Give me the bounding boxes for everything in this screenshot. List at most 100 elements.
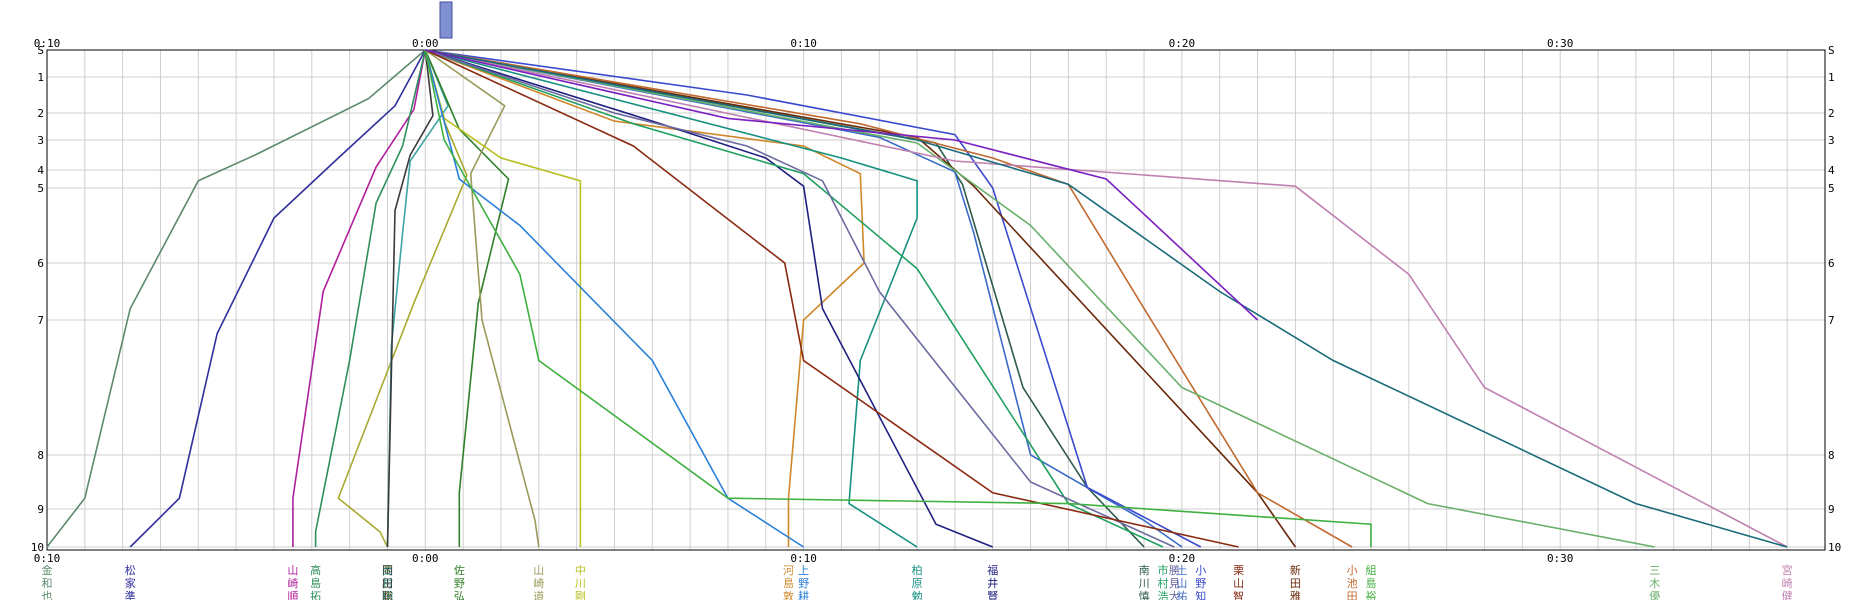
runner-label-char: 慎 <box>1139 589 1150 600</box>
start-badge-box <box>439 1 453 39</box>
runner-labels: 金和也松家準山崎順高島拓中川宗西村翔岡田聡佐野弘山崎道中川剛河島敦上野耕柏原勉福… <box>42 563 1793 600</box>
series-line-3 <box>314 49 427 547</box>
runner-label-char: 剛 <box>575 590 586 600</box>
runner-label-char: 裕 <box>1366 590 1377 600</box>
series-line-23 <box>425 49 1655 548</box>
series-line-21 <box>425 49 1353 548</box>
runner-label-char: 浩 <box>1157 590 1168 600</box>
runner-label-char: 田 <box>382 577 393 590</box>
runner-label-char: 土 <box>1176 564 1187 577</box>
runner-label-char: 聡 <box>382 589 393 600</box>
runner-label-char: 祐 <box>1176 590 1187 600</box>
y-tick-label-right: 4 <box>1828 164 1835 177</box>
plot-frame <box>46 49 1826 551</box>
series-line-1 <box>129 49 427 548</box>
runner-label-char: 山 <box>1176 577 1187 590</box>
runner-label-char: 智 <box>1233 589 1244 600</box>
runner-label-char: 河 <box>783 564 794 577</box>
runner-label-char: 川 <box>382 577 393 590</box>
axis-ticks: 0:10 0:10 0:00 0:00 0:10 0:10 0:20 0:20 0:30 0:30… <box>31 37 1842 565</box>
y-tick-label-right: 7 <box>1828 314 1835 327</box>
series-line-4 <box>337 49 468 548</box>
runner-label-char: 田 <box>1290 577 1301 590</box>
x-tick-label-top: 0:30 <box>1547 37 1574 50</box>
y-tick-label-left: 5 <box>37 182 44 195</box>
x-tick-label-top: 0:20 <box>1169 37 1196 50</box>
runner-label-char: 崎 <box>1782 576 1793 590</box>
runner-label-char: 健 <box>1782 590 1793 600</box>
series-line-18 <box>425 49 1202 548</box>
series-line-19 <box>424 49 1239 548</box>
runner-label-char: 山 <box>287 564 298 577</box>
y-tick-label-right: 8 <box>1828 449 1835 462</box>
runner-label-char: 上 <box>798 564 809 577</box>
runner-label-char: 福 <box>987 563 998 577</box>
runner-label-char: 中 <box>382 564 393 577</box>
runner-label-char: 池 <box>1347 577 1358 590</box>
runner-label-char: 田 <box>1347 590 1358 600</box>
runner-label-char: 村 <box>382 576 393 590</box>
series-line-17 <box>425 49 1175 548</box>
series-line-22 <box>424 49 1372 547</box>
runner-label-char: 宗 <box>382 589 393 600</box>
runner-label-char: 島 <box>310 576 321 590</box>
y-tick-label-right: 5 <box>1828 182 1835 195</box>
runner-label-char: 井 <box>987 576 998 590</box>
runner-label-char: 松 <box>125 563 136 577</box>
y-tick-label-left: 6 <box>37 257 44 270</box>
series-line-12 <box>425 49 918 548</box>
series-line-15 <box>425 49 1183 548</box>
series-line-10 <box>425 49 865 547</box>
runner-label-char: 知 <box>1195 589 1206 600</box>
series-line-2 <box>292 49 427 547</box>
x-tick-label-bottom: 0:10 <box>34 552 61 565</box>
x-tick-label-top: 0:00 <box>412 37 439 50</box>
y-tick-label-right: 10 <box>1828 541 1841 554</box>
series-line-6 <box>386 49 434 548</box>
series-line-25 <box>425 49 1788 548</box>
runner-label-char: 村 <box>1157 576 1168 590</box>
runner-label-char: 新 <box>1290 563 1301 577</box>
runner-label-char: 高 <box>310 563 321 577</box>
runner-label-char: 三 <box>1649 564 1660 577</box>
series-line-7 <box>424 49 510 547</box>
runner-label-char: 小 <box>1347 564 1358 577</box>
runner-label-char: 崎 <box>533 576 544 590</box>
runner-label-char: 佐 <box>454 563 465 577</box>
y-tick-label-left: 3 <box>37 134 44 147</box>
x-tick-label-bottom: 0:30 <box>1547 552 1574 565</box>
series-line-9 <box>424 49 582 547</box>
series-line-24 <box>425 49 1788 548</box>
y-tick-label-right: S <box>1828 44 1835 57</box>
runner-label-char: 雅 <box>1290 589 1301 600</box>
series-line-16 <box>425 49 1164 548</box>
runner-label-char: 川 <box>1139 577 1150 590</box>
runner-label-char: 小 <box>1195 564 1206 577</box>
runner-label-char: 組 <box>1366 564 1377 577</box>
runner-label-char: 木 <box>1649 577 1660 590</box>
runner-label-char: 勉 <box>912 589 923 600</box>
y-tick-label-right: 1 <box>1828 71 1835 84</box>
runner-label-char: 原 <box>912 577 923 590</box>
runner-label-char: 金 <box>42 563 53 577</box>
runner-label-char: 山 <box>1233 577 1244 590</box>
y-tick-label-left: S <box>37 44 44 57</box>
runner-label-char: 和 <box>42 577 53 590</box>
runner-label-char: 川 <box>575 577 586 590</box>
x-tick-label-bottom: 0:00 <box>412 552 439 565</box>
series-line-13 <box>425 49 993 548</box>
runner-label-char: 市 <box>1157 563 1168 577</box>
runner-label-char: 順 <box>287 590 298 600</box>
runner-label-char: 南 <box>1139 564 1150 577</box>
runner-label-char: 勝 <box>1169 563 1180 577</box>
runner-label-char: 宮 <box>1782 563 1793 577</box>
series-line-20 <box>425 49 1297 548</box>
y-tick-label-left: 1 <box>37 71 44 84</box>
runner-label-char: 大 <box>1169 589 1180 600</box>
runner-label-char: 栗 <box>1233 564 1244 577</box>
y-tick-label-right: 2 <box>1828 107 1835 120</box>
runner-label-char: 耕 <box>798 589 809 600</box>
y-tick-label-right: 9 <box>1828 503 1835 516</box>
runner-label-char: 島 <box>783 576 794 590</box>
